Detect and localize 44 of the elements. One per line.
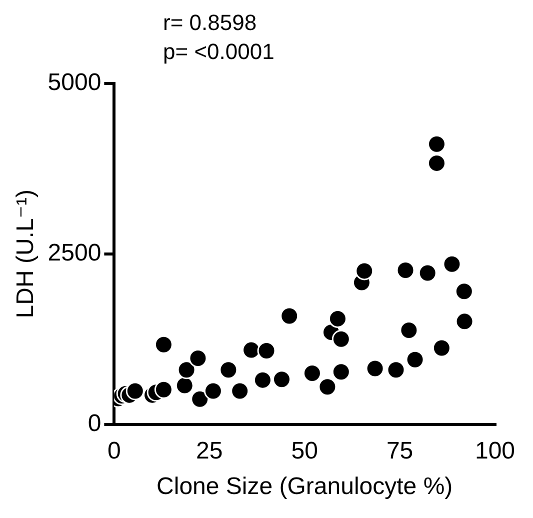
x-tick-label: 0: [108, 437, 121, 464]
point: [219, 360, 238, 380]
point: [175, 376, 194, 395]
x-tick-label: 25: [196, 437, 223, 464]
y-tick-label: 0: [88, 410, 102, 438]
point: [280, 306, 299, 326]
point: [418, 264, 437, 282]
text: p= <0.0001: [163, 38, 276, 66]
y-axis-title: LDH (U.L⁻¹): [12, 190, 40, 318]
point: [272, 370, 291, 389]
point: [190, 390, 210, 408]
point: [454, 282, 474, 301]
point: [154, 380, 173, 399]
point: [366, 359, 384, 378]
point: [230, 382, 250, 400]
point: [318, 378, 337, 396]
x-tick-label: 75: [386, 437, 414, 464]
point: [302, 364, 322, 382]
x-tick-label: 50: [291, 437, 318, 464]
x-tick-label: 100: [474, 437, 516, 464]
point: [432, 338, 451, 358]
point: [442, 254, 462, 274]
point: [406, 350, 424, 369]
point: [332, 362, 350, 382]
point: [154, 335, 173, 354]
point: [400, 321, 418, 340]
x-axis-title: Clone Size (Granulocyte %): [156, 473, 453, 500]
point: [427, 154, 446, 172]
point: [355, 262, 374, 280]
y-tick-label: 5000: [48, 69, 102, 96]
point: [427, 134, 446, 154]
point: [328, 309, 347, 328]
point: [396, 261, 415, 280]
text: r= 0.8598: [163, 9, 258, 37]
y-tick-label: 2500: [48, 240, 102, 267]
point: [332, 330, 350, 348]
point: [126, 382, 144, 400]
point: [188, 348, 208, 368]
point: [253, 370, 272, 390]
point: [257, 341, 276, 360]
point: [177, 360, 196, 380]
point: [204, 382, 222, 400]
point: [386, 360, 406, 380]
point: [455, 312, 474, 331]
